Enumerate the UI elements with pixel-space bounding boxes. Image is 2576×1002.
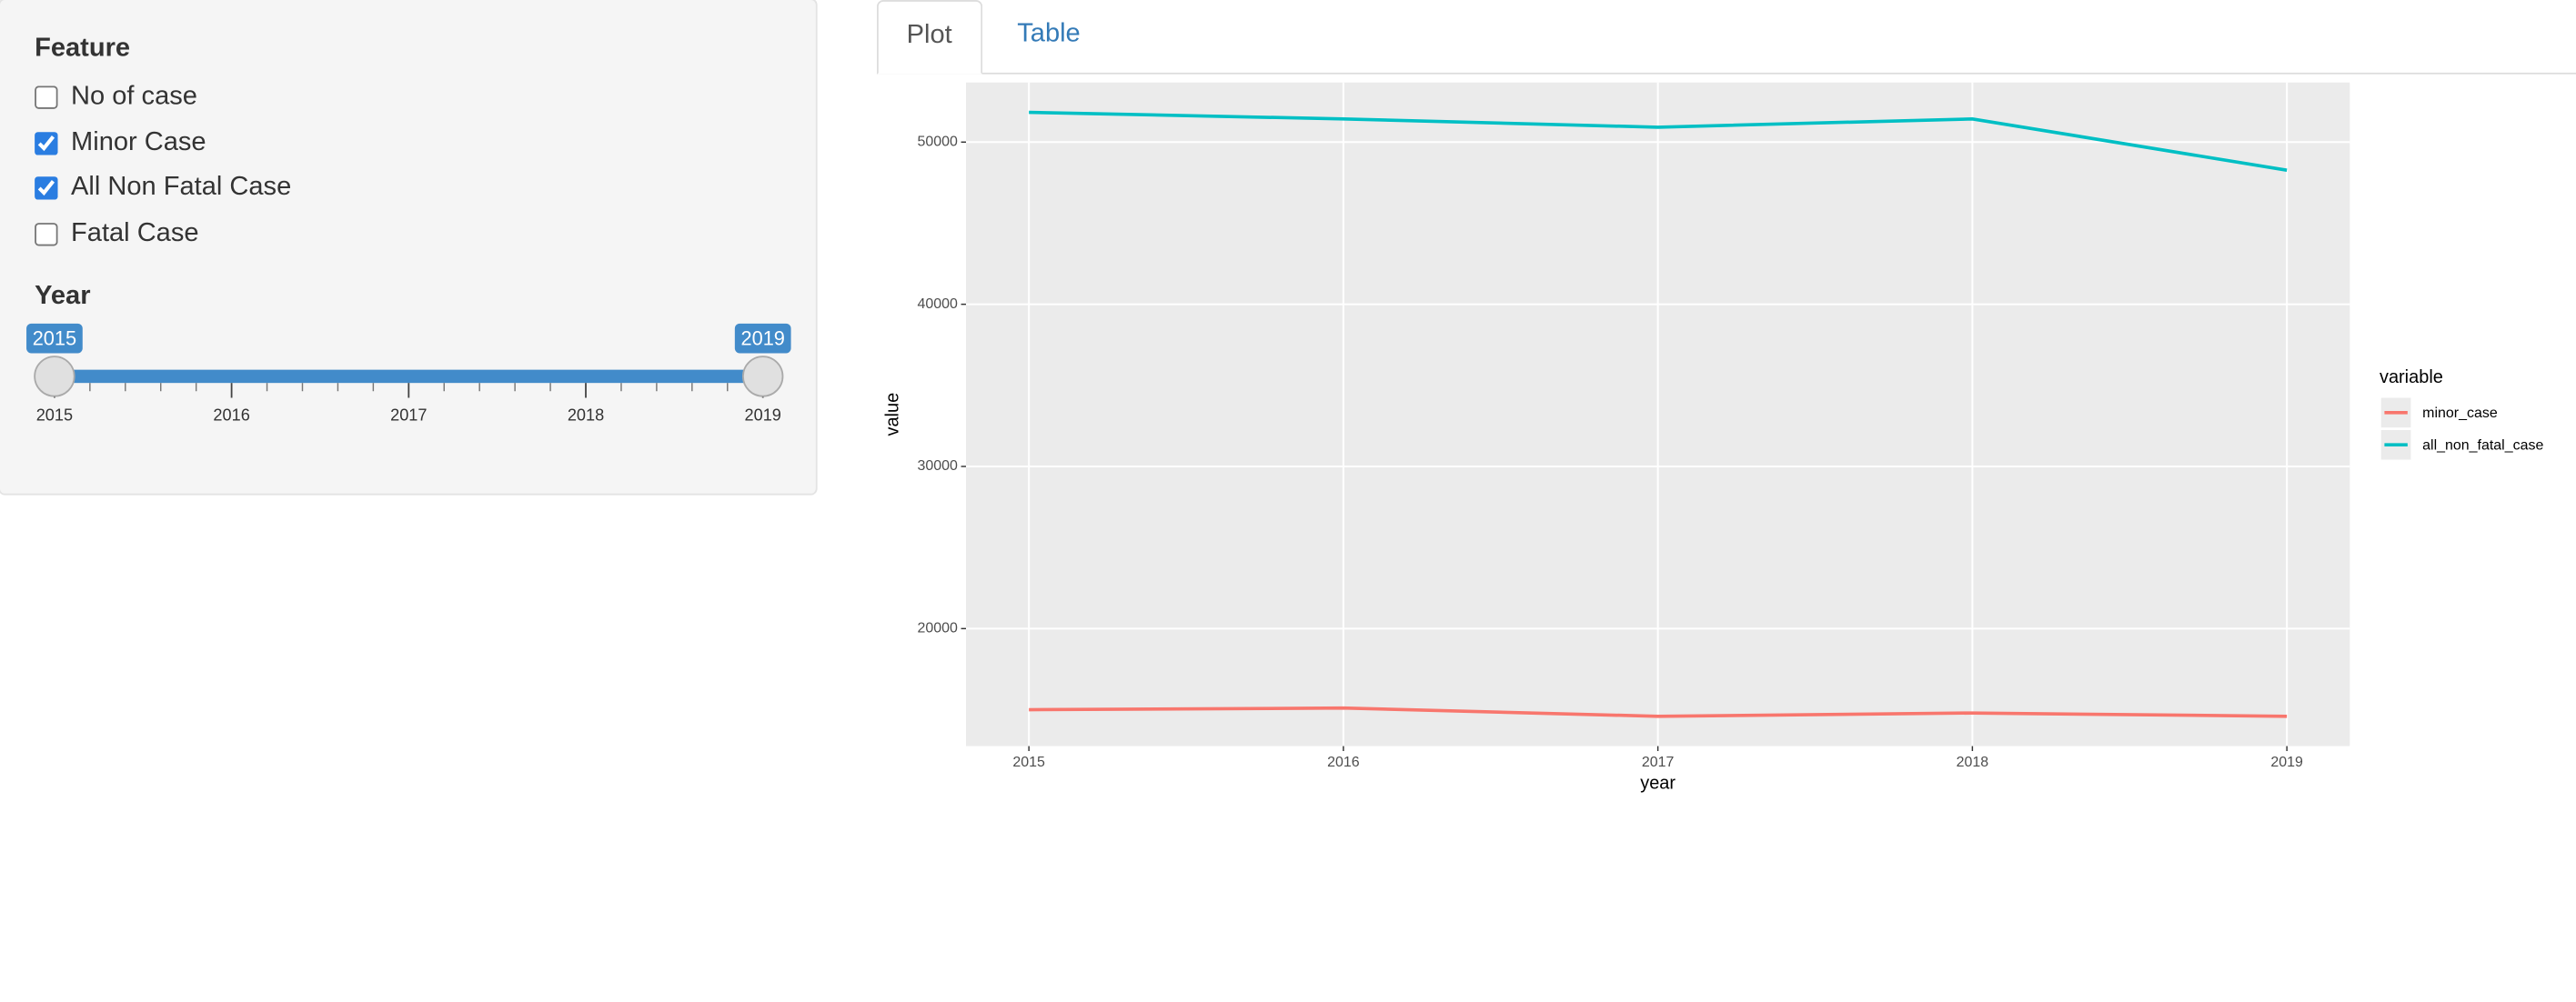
legend-title: variable — [2380, 367, 2443, 387]
feature-option[interactable]: No of case — [33, 83, 197, 113]
line-series — [1029, 110, 2288, 173]
tab-bar: Plot Table — [876, 0, 2576, 75]
legend-key — [2380, 397, 2411, 428]
option-label: Fatal Case — [71, 219, 199, 248]
legend-key — [2380, 429, 2411, 460]
year-title: Year — [35, 282, 91, 311]
tab[interactable]: Table — [1017, 19, 1081, 48]
checkbox[interactable] — [35, 176, 58, 201]
y-axis-label: value — [882, 393, 902, 436]
y-tick-label: 40000 — [918, 296, 959, 312]
checkbox[interactable] — [35, 131, 58, 155]
slider-tick-label: 2019 — [745, 406, 781, 424]
feature-option[interactable]: All Non Fatal Case — [33, 174, 291, 204]
y-tick-label: 50000 — [918, 134, 959, 149]
slider-badge — [26, 323, 83, 354]
sidebar: Feature No of case Minor Case All Non Fata… — [0, 0, 818, 496]
checkbox[interactable] — [35, 85, 58, 109]
feature-option[interactable]: Fatal Case — [33, 219, 199, 250]
checkbox[interactable] — [35, 223, 58, 246]
y-tick-label: 20000 — [918, 621, 959, 636]
tab[interactable]: Plot — [876, 0, 982, 75]
plot-panel — [966, 82, 2350, 746]
x-tick-label: 2015 — [1012, 755, 1045, 770]
slider-tick-label: 2015 — [36, 406, 73, 424]
slider-tick-label: 2018 — [568, 406, 604, 424]
y-tick-label: 30000 — [918, 458, 959, 474]
feature-option[interactable]: Minor Case — [33, 128, 206, 158]
year-slider[interactable]: 2015 2016 2017 2018 2019 2015 2019 — [0, 314, 819, 512]
slider-bar — [54, 369, 763, 384]
legend-label: all_non_fatal_case — [2422, 437, 2543, 453]
option-label: No of case — [71, 82, 197, 111]
x-tick-label: 2017 — [1642, 755, 1675, 770]
slider-handle[interactable] — [34, 356, 75, 397]
option-label: All Non Fatal Case — [71, 174, 292, 203]
line-series — [1029, 706, 2288, 718]
slider-tick-label: 2016 — [213, 406, 249, 424]
x-tick-label: 2016 — [1327, 755, 1360, 770]
x-tick-label: 2019 — [2270, 755, 2303, 770]
slider-value: 2015 — [33, 327, 76, 350]
legend-label: minor_case — [2422, 406, 2498, 421]
x-tick-label: 2018 — [1957, 755, 1989, 770]
slider-badge — [734, 323, 791, 354]
option-label: Minor Case — [71, 128, 206, 156]
x-axis-label: year — [1640, 774, 1675, 794]
slider-handle[interactable] — [742, 356, 784, 397]
slider-tick-label: 2017 — [390, 406, 427, 424]
slider-value: 2019 — [740, 327, 784, 350]
feature-title: Feature — [35, 35, 131, 63]
